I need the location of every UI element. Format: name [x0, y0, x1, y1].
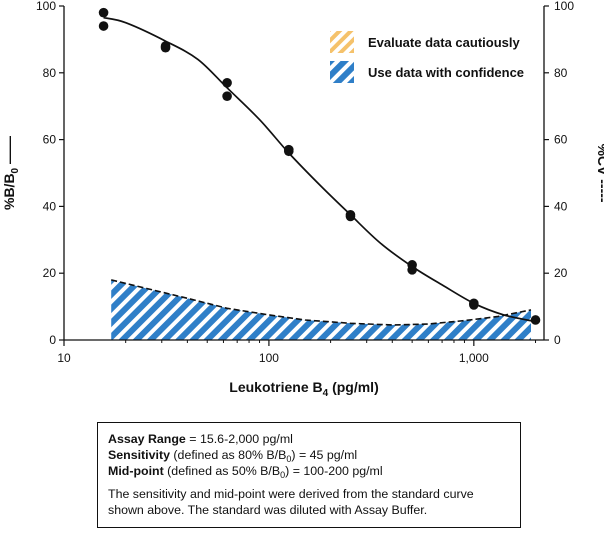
- midpoint-label: Mid-point: [108, 464, 164, 478]
- x-axis-title: Leukotriene B4 (pg/ml): [229, 379, 378, 399]
- midpoint-text-post: ) = 100-200 pg/ml: [285, 464, 383, 478]
- note-line-2: shown above. The standard was diluted wi…: [108, 503, 428, 517]
- midpoint-subscript: 0: [280, 470, 286, 480]
- midpoint-text-pre: (defined as 50% B/B: [163, 464, 281, 478]
- data-point: [530, 315, 541, 325]
- cv-dashed-line: [111, 279, 532, 326]
- data-point: [222, 91, 232, 101]
- y-tick-label: 40: [43, 199, 57, 213]
- y2-tick-label: 40: [554, 199, 568, 213]
- y-tick-label: 0: [49, 333, 56, 347]
- curve-group: [103, 16, 536, 323]
- note-line-1: The sensitivity and mid-point were deriv…: [108, 487, 474, 501]
- assay-range-value: = 15.6-2,000 pg/ml: [185, 432, 293, 446]
- midpoint-line: Mid-point (defined as 50% B/B0) = 100-20…: [108, 463, 510, 480]
- legend-label: Use data with confidence: [368, 65, 524, 80]
- data-point: [283, 146, 294, 157]
- x-axis-title-units: (pg/ml): [328, 379, 379, 395]
- points-group: [98, 7, 541, 325]
- y2-tick-label: 100: [554, 0, 574, 13]
- x-axis-title-subscript: 4: [323, 388, 329, 399]
- sensitivity-line: Sensitivity (defined as 80% B/B0) = 45 p…: [108, 447, 510, 464]
- y-axis-title: %B/B0 ——: [1, 136, 21, 210]
- data-point: [98, 21, 109, 31]
- standard-curve-line: [103, 16, 536, 323]
- y2-tick-label: 0: [554, 333, 561, 347]
- legend-swatch: [330, 61, 354, 83]
- legend: Evaluate data cautiously Use data with co…: [330, 31, 524, 83]
- assay-range-label: Assay Range: [108, 432, 186, 446]
- assay-info-box: Assay Range = 15.6-2,000 pg/ml Sensitivi…: [97, 422, 521, 528]
- y-tick-label: 80: [43, 66, 57, 80]
- y2-tick-label: 80: [554, 66, 568, 80]
- cv-area-group: [111, 279, 532, 340]
- sensitivity-text-post: ) = 45 pg/ml: [291, 448, 358, 462]
- y2-tick-label: 60: [554, 133, 568, 147]
- y-axis-title-line-key: ——: [1, 136, 17, 168]
- y-tick-label: 100: [36, 0, 56, 13]
- data-point: [160, 42, 171, 53]
- data-point: [469, 300, 479, 310]
- y-tick-label: 20: [43, 266, 57, 280]
- data-point: [345, 211, 356, 222]
- assay-range-line: Assay Range = 15.6-2,000 pg/ml: [108, 431, 510, 447]
- data-point: [222, 78, 232, 88]
- cv-area-fill: [111, 279, 531, 340]
- sensitivity-subscript: 0: [286, 454, 292, 464]
- legend-label: Evaluate data cautiously: [368, 35, 520, 50]
- data-point: [98, 7, 109, 18]
- x-tick-label: 100: [259, 351, 279, 365]
- sensitivity-text-pre: (defined as 80% B/B: [169, 448, 287, 462]
- y2-tick-label: 20: [554, 266, 568, 280]
- x-tick-label: 10: [57, 351, 71, 365]
- y-axis-title-subscript: 0: [10, 167, 21, 173]
- y-tick-label: 60: [43, 133, 57, 147]
- axes-group: [59, 5, 549, 346]
- y2-axis-title: %CV -----: [595, 143, 604, 202]
- x-tick-label: 1,000: [459, 351, 489, 365]
- data-point: [407, 265, 417, 275]
- legend-swatch: [330, 31, 354, 53]
- sensitivity-label: Sensitivity: [108, 448, 170, 462]
